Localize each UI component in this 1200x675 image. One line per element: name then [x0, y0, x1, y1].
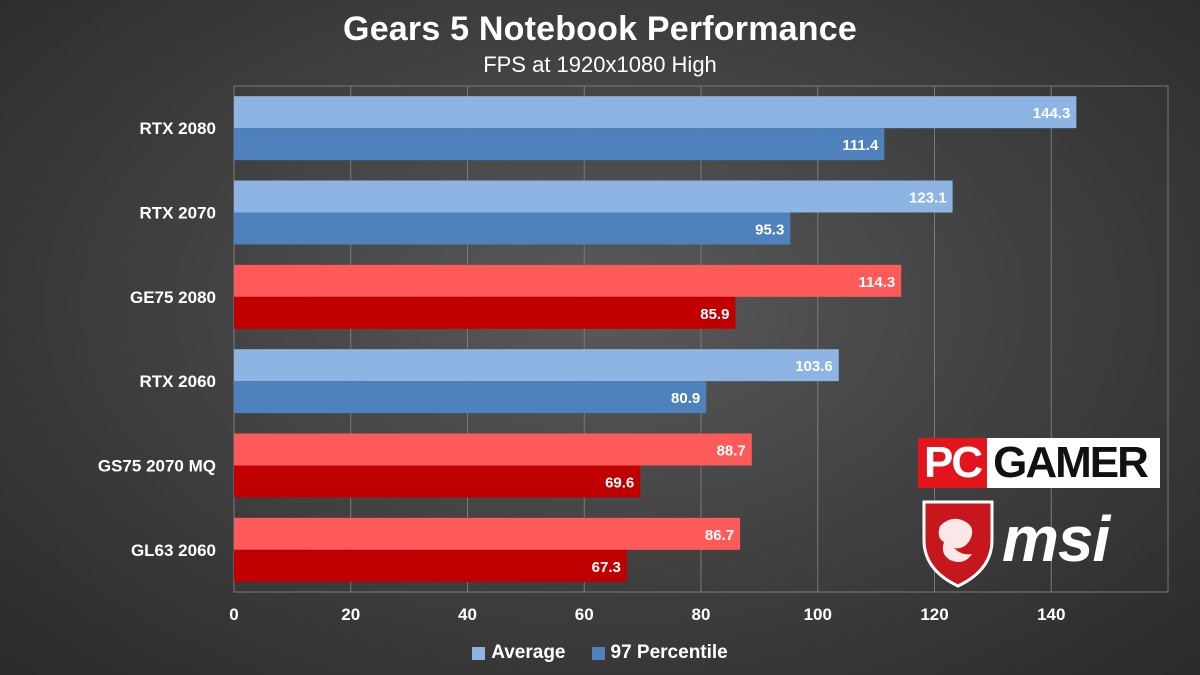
bar-rtx-2080-97-percentile	[234, 128, 885, 161]
msi-dragon-shield-icon	[922, 500, 994, 588]
bar-gl63-2060-97-percentile	[234, 549, 627, 582]
legend-swatch-average	[472, 646, 486, 660]
x-tick-label-140: 140	[1037, 605, 1065, 624]
legend-item-97-percentile: 97 Percentile	[591, 642, 728, 664]
data-label-rtx-2060-97-percentile: 80.9	[671, 390, 700, 407]
legend-label-average: Average	[491, 642, 566, 663]
data-label-ge75-2080-97-percentile: 85.9	[700, 306, 729, 323]
chart-subtitle: FPS at 1920x1080 High	[483, 52, 717, 77]
bar-gs75-2070-mq-97-percentile	[234, 465, 641, 498]
bar-rtx-2060-average	[234, 349, 839, 382]
bar-rtx-2060-97-percentile	[234, 381, 707, 414]
x-tick-label-60: 60	[575, 605, 594, 624]
legend-item-average: Average	[472, 642, 566, 664]
bar-rtx-2070-average	[234, 180, 953, 213]
y-category-label-gl63-2060: GL63 2060	[131, 541, 216, 560]
data-label-rtx-2060-average: 103.6	[795, 358, 833, 375]
legend-swatch-97-percentile	[591, 646, 605, 660]
pc-logo-text: PC	[918, 438, 988, 488]
x-tick-label-40: 40	[458, 605, 477, 624]
data-label-rtx-2070-average: 123.1	[909, 190, 947, 207]
data-label-gs75-2070-mq-average: 88.7	[717, 443, 746, 460]
x-tick-label-100: 100	[804, 605, 832, 624]
msi-logo-text: msi	[1002, 503, 1110, 575]
y-category-label-ge75-2080: GE75 2080	[130, 288, 216, 307]
data-label-gl63-2060-97-percentile: 67.3	[592, 559, 621, 576]
x-tick-label-0: 0	[229, 605, 238, 624]
data-label-rtx-2080-average: 144.3	[1033, 105, 1071, 122]
bar-gl63-2060-average	[234, 517, 741, 550]
bar-ge75-2080-average	[234, 264, 902, 297]
y-category-label-rtx-2060: RTX 2060	[139, 372, 216, 391]
pc-gamer-logo: PC GAMER	[918, 438, 1160, 488]
bar-rtx-2070-97-percentile	[234, 212, 791, 245]
data-label-rtx-2080-97-percentile: 111.4	[842, 137, 879, 154]
bar-ge75-2080-97-percentile	[234, 296, 736, 329]
branding: PC GAMER msi	[918, 438, 1160, 588]
y-category-label-gs75-2070-mq: GS75 2070 MQ	[98, 457, 216, 476]
data-label-rtx-2070-97-percentile: 95.3	[755, 222, 784, 239]
y-category-label-rtx-2080: RTX 2080	[139, 119, 216, 138]
data-label-ge75-2080-average: 114.3	[859, 274, 896, 291]
x-tick-label-120: 120	[920, 605, 948, 624]
data-label-gs75-2070-mq-97-percentile: 69.6	[605, 475, 634, 492]
chart-title: Gears 5 Notebook Performance	[343, 10, 857, 48]
legend: Average 97 Percentile	[0, 642, 1200, 664]
bar-gs75-2070-mq-average	[234, 433, 752, 466]
gamer-logo-text: GAMER	[987, 438, 1160, 488]
y-category-label-rtx-2070: RTX 2070	[139, 204, 216, 223]
bar-rtx-2080-average	[234, 96, 1077, 129]
msi-logo: msi	[918, 496, 1160, 590]
data-label-gl63-2060-average: 86.7	[705, 527, 734, 544]
legend-label-97-percentile: 97 Percentile	[610, 642, 728, 663]
x-tick-label-20: 20	[341, 605, 360, 624]
x-tick-label-80: 80	[692, 605, 711, 624]
